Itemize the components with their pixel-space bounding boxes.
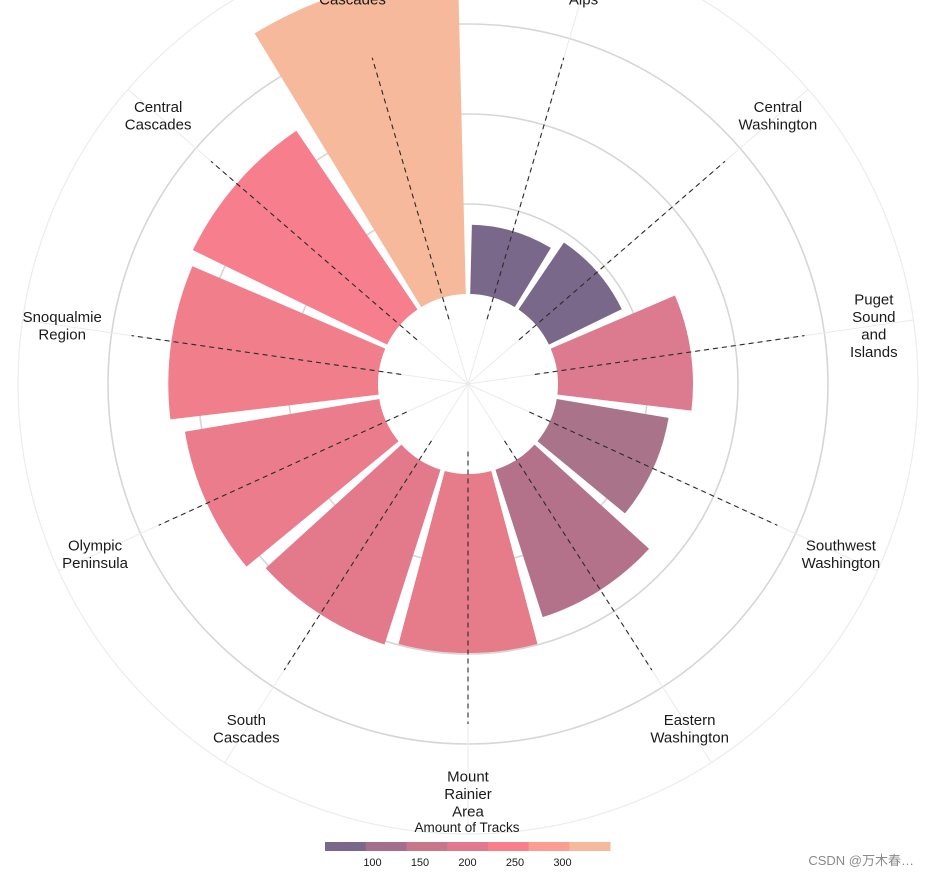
legend-color-segment <box>365 842 407 851</box>
leader-line <box>283 440 432 671</box>
category-label: Puget Sound and Islands <box>850 291 898 361</box>
bar-central-washington <box>518 242 622 345</box>
leader-line <box>534 335 805 375</box>
legend-color-segment <box>487 842 530 851</box>
category-label: Southwest Washington <box>802 538 881 573</box>
category-label: South Cascades <box>213 712 280 747</box>
leader-line <box>486 57 565 320</box>
category-label: IssaquahAlps <box>553 0 614 8</box>
leader-line <box>518 160 726 341</box>
bar-eastern-washington <box>495 444 650 618</box>
legend-color-segment <box>406 842 448 851</box>
bar-olympic-peninsula <box>184 398 399 567</box>
legend-title: Amount of Tracks <box>414 820 519 835</box>
legend-tick-label: 100 <box>363 857 381 869</box>
legend-tick-label: 150 <box>411 857 429 869</box>
label-leader-lines <box>131 57 805 724</box>
leader-line <box>504 440 653 671</box>
category-label: Eastern Washington <box>650 712 729 747</box>
leader-line <box>131 335 402 375</box>
category-label: Mount Rainier Area <box>444 769 492 821</box>
bar-north-cascades <box>254 0 466 308</box>
legend-tick-label: 250 <box>506 857 524 869</box>
legend: Amount of Tracks 100 150 200 250 300 <box>325 820 611 869</box>
leader-line <box>158 411 407 526</box>
legend-tick-label: 300 <box>553 857 571 869</box>
bar-puget-sound-and-islands <box>550 295 693 411</box>
bar-issaquah-alps <box>470 224 551 308</box>
legend-tick-label: 200 <box>458 857 476 869</box>
bars <box>168 0 693 654</box>
category-label: Central Washington <box>739 99 818 134</box>
bar-snoqualmie-region <box>168 266 386 420</box>
legend-color-segment <box>569 842 611 851</box>
legend-color-segment <box>325 842 367 851</box>
category-label: Central Cascades <box>125 99 192 134</box>
leader-line <box>371 57 450 320</box>
legend-color-segment <box>528 842 570 851</box>
leader-line <box>529 411 778 526</box>
category-label: Snoqualmie Region <box>23 309 102 344</box>
watermark: CSDN @万木春… <box>808 853 914 868</box>
legend-color-segment <box>447 842 489 851</box>
category-label: Olympic Peninsula <box>62 538 129 573</box>
category-label: NorthCascades <box>319 0 386 8</box>
bar-southwest-washington <box>537 398 669 514</box>
leader-line <box>210 160 418 341</box>
